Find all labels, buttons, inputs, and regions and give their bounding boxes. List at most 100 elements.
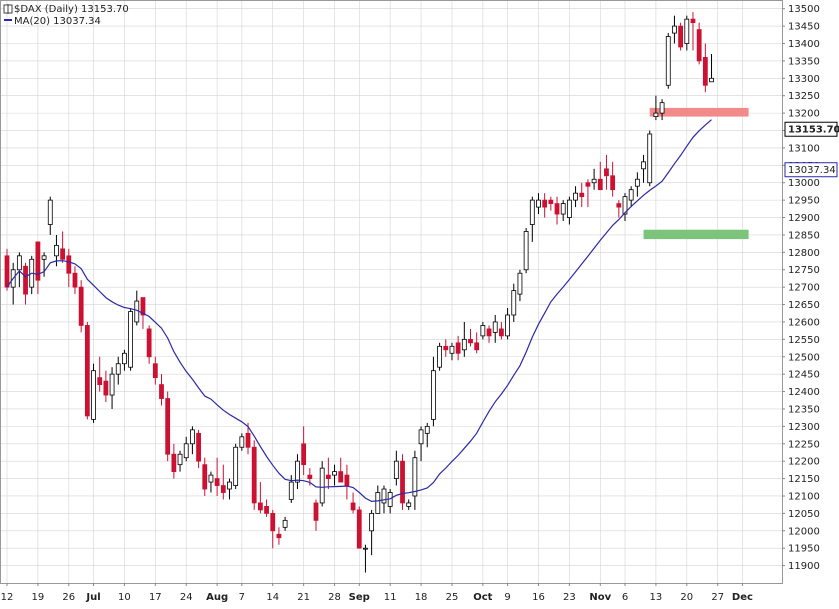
candle: [505, 308, 510, 340]
candle: [350, 492, 356, 514]
candle-body: [196, 432, 201, 462]
candle: [152, 356, 158, 385]
candle-body: [282, 519, 288, 528]
candle: [387, 489, 393, 514]
candle-body: [332, 471, 337, 476]
candle: [455, 335, 461, 361]
x-tick-label: 10: [118, 592, 131, 603]
candle-body: [690, 18, 696, 24]
candle: [597, 161, 603, 191]
y-tick-label: 12100: [788, 491, 820, 502]
candle: [344, 464, 350, 500]
candle-body: [257, 502, 263, 511]
candle-body: [554, 203, 560, 215]
candle: [288, 475, 294, 503]
candle: [97, 356, 103, 392]
candle-body: [35, 241, 41, 281]
candle-body: [498, 328, 504, 337]
candle-body: [239, 436, 245, 448]
ma20-line: [6, 119, 712, 503]
candle: [573, 186, 578, 208]
candle: [257, 482, 263, 514]
x-tick-label: 17: [149, 592, 162, 603]
candle-body: [529, 199, 535, 225]
x-tick-label: Sep: [349, 592, 370, 603]
candle: [431, 356, 436, 427]
candle-body: [115, 363, 121, 375]
candle: [122, 349, 127, 371]
candle-body: [60, 248, 66, 260]
candle: [684, 15, 690, 51]
y-tick-label: 12500: [788, 352, 820, 363]
candle-body: [486, 328, 492, 337]
candle-body: [480, 325, 486, 337]
candle-body: [165, 398, 171, 455]
candle: [437, 342, 443, 371]
candle-body: [202, 464, 208, 490]
candle-body: [54, 244, 59, 257]
candle-body: [16, 255, 22, 271]
candle: [313, 499, 319, 531]
candle: [171, 443, 177, 479]
candle-body: [591, 178, 597, 184]
candle: [486, 325, 492, 343]
x-tick-label: 26: [62, 592, 75, 603]
candle-body: [622, 196, 628, 215]
candle-body: [159, 384, 164, 399]
candle-body: [177, 453, 183, 466]
candle-body: [431, 370, 436, 420]
candle: [529, 196, 535, 242]
candle: [548, 196, 554, 211]
x-tick-label: 13: [650, 592, 663, 603]
candle-body: [103, 380, 109, 396]
x-tick-label: 28: [328, 592, 341, 603]
candle-body: [375, 492, 381, 514]
plot-frame: [0, 0, 783, 584]
y-tick-label: 12800: [788, 248, 820, 259]
candle-body: [220, 485, 226, 493]
candle: [196, 429, 201, 469]
candle: [474, 332, 480, 354]
candle-body: [560, 203, 566, 215]
candle-body: [597, 178, 603, 191]
y-tick-label: 11900: [788, 561, 820, 572]
y-tick-label: 12450: [788, 370, 820, 381]
y-tick-label: 13100: [788, 143, 820, 154]
candle-body: [424, 425, 430, 434]
candle-body: [449, 345, 455, 354]
candle-body: [641, 161, 646, 170]
candle: [393, 450, 399, 486]
legend-symbol-label: $DAX (Daily) 13153.70: [14, 4, 129, 15]
candle-body: [295, 460, 300, 483]
candle-body: [245, 432, 251, 448]
candle: [418, 426, 424, 462]
candle: [10, 262, 16, 305]
candle: [233, 443, 239, 490]
candle: [702, 43, 708, 93]
candle-body: [579, 192, 585, 198]
candle: [128, 308, 134, 371]
candle-body: [84, 325, 90, 417]
candle-body: [393, 460, 399, 479]
candle: [628, 186, 634, 208]
candle-body: [709, 77, 714, 83]
candle: [29, 255, 35, 295]
candle-body: [406, 502, 412, 507]
y-axis-ticks: 11900 11950 12000 12050 12100 12150 12200 12250…: [782, 4, 820, 572]
x-tick-label: 16: [532, 592, 545, 603]
x-tick-label: 12: [1, 592, 14, 603]
x-tick-label: 25: [446, 592, 459, 603]
candle: [424, 422, 430, 448]
y-tick-label: 12550: [788, 335, 820, 346]
candle-body: [702, 57, 708, 86]
candle: [295, 454, 300, 490]
candle-body: [628, 189, 634, 201]
candle: [523, 227, 529, 274]
candle: [72, 266, 78, 295]
candle-body: [344, 474, 350, 486]
y-tick-label: 12850: [788, 230, 820, 241]
candle-body: [573, 192, 578, 201]
candle-body: [678, 25, 684, 48]
candle-body: [610, 175, 616, 191]
